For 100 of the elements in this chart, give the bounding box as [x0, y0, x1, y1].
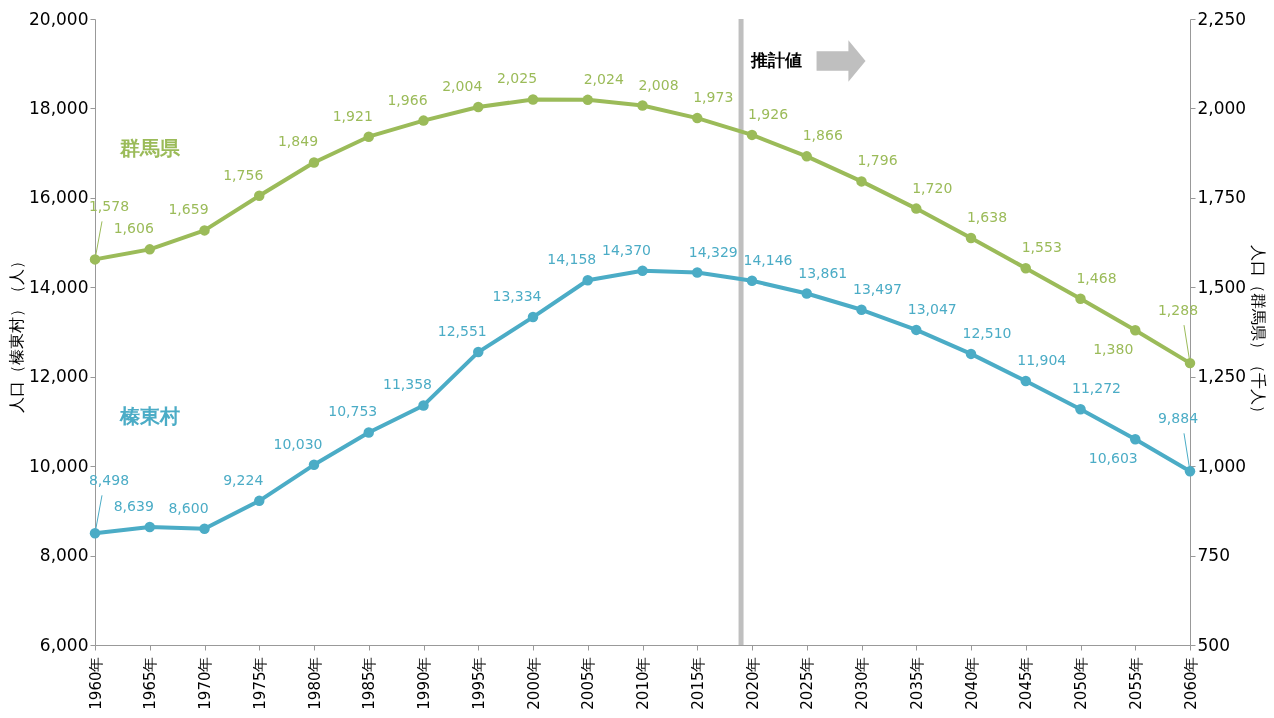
x-tick-label: 2030年	[853, 656, 871, 710]
point	[746, 129, 758, 141]
data-label: 13,497	[853, 280, 902, 297]
point	[911, 324, 922, 336]
x-tick-label: 2060年	[1181, 656, 1200, 710]
point	[1075, 404, 1086, 415]
data-label: 2,008	[638, 76, 679, 93]
data-label: 1,380	[1093, 341, 1134, 358]
point	[527, 311, 539, 323]
data-label: 1,553	[1021, 239, 1062, 256]
point	[965, 348, 977, 360]
y2-tick-label: 1,750	[1197, 187, 1247, 208]
y2-tick-label: 1,000	[1197, 455, 1247, 476]
data-label: 13,861	[798, 264, 848, 281]
x-tick-label: 1980年	[305, 656, 324, 710]
x-tick-label: 2005年	[579, 656, 598, 710]
point	[89, 254, 101, 265]
y2-axis-title: 人口（群馬県）（千人）	[1249, 244, 1269, 421]
x-tick-label: 2050年	[1072, 656, 1090, 710]
data-label: 8,600	[168, 499, 209, 516]
x-tick-label: 2035年	[907, 656, 926, 710]
x-tick-label: 2015年	[688, 656, 707, 710]
x-tick-label: 1985年	[360, 656, 379, 710]
point	[692, 112, 703, 124]
point	[1130, 324, 1141, 336]
point	[692, 267, 703, 278]
x-tick-label: 2020年	[743, 656, 762, 710]
y2-tick-label: 750	[1197, 545, 1230, 566]
data-label: 12,510	[962, 324, 1012, 341]
point	[911, 203, 922, 214]
point	[363, 427, 374, 438]
y2-tick-label: 2,000	[1197, 97, 1247, 118]
data-label: 1,659	[168, 201, 209, 218]
data-label: 11,904	[1017, 352, 1067, 369]
y2-tick-label: 1,250	[1197, 366, 1247, 387]
x-tick-label: 1995年	[469, 656, 488, 710]
point	[1020, 263, 1031, 274]
point	[473, 346, 484, 358]
data-label: 2,004	[442, 78, 483, 94]
data-label: 8,639	[113, 498, 154, 514]
y-tick-label: 18,000	[29, 97, 89, 118]
data-label: 1,973	[693, 89, 734, 106]
data-label: 14,158	[547, 251, 597, 268]
x-tick-label: 1970年	[196, 656, 214, 710]
x-tick-label: 1975年	[250, 656, 269, 710]
data-label: 14,329	[688, 243, 738, 260]
point	[856, 176, 867, 187]
point	[308, 157, 320, 168]
y-tick-label: 12,000	[29, 366, 89, 387]
ref-line-label: 推計値	[750, 50, 803, 70]
point	[801, 288, 812, 299]
point	[199, 523, 210, 534]
data-label: 1,606	[113, 220, 154, 237]
y-tick-label: 8,000	[39, 545, 89, 566]
data-label: 12,551	[437, 323, 487, 340]
point	[308, 459, 320, 471]
data-label: 10,603	[1088, 450, 1138, 467]
data-label: 2,025	[496, 70, 538, 87]
data-label: 2,024	[583, 70, 624, 87]
y-axis-title: 人口（榛東村）（人）	[7, 252, 27, 413]
data-label: 1,921	[332, 107, 373, 124]
point	[418, 400, 429, 411]
x-tick-label: 1960年	[86, 656, 105, 710]
point	[363, 131, 374, 142]
point	[746, 275, 758, 286]
point	[144, 244, 155, 255]
x-tick-label: 2055年	[1126, 656, 1145, 710]
point	[637, 100, 648, 111]
x-tick-label: 2010年	[634, 656, 652, 710]
point	[1130, 433, 1141, 445]
y2-tick-label: 500	[1197, 634, 1230, 655]
y-tick-label: 10,000	[29, 455, 89, 476]
y2-tick-label: 1,500	[1197, 276, 1247, 297]
data-label: 1,926	[747, 105, 789, 122]
point	[1020, 375, 1031, 387]
point	[965, 232, 977, 244]
data-label: 11,272	[1072, 380, 1121, 397]
data-label: 1,796	[857, 152, 898, 169]
y-tick-label: 6,000	[39, 634, 89, 655]
data-label: 14,370	[602, 241, 651, 258]
point	[1075, 293, 1086, 304]
point	[801, 151, 812, 162]
data-label: 9,224	[223, 471, 264, 488]
x-tick-label: 2045年	[1017, 656, 1036, 710]
point	[473, 101, 484, 113]
data-label: 1,720	[912, 179, 953, 196]
point	[1184, 357, 1196, 369]
point	[254, 495, 265, 507]
y-tick-label: 20,000	[29, 8, 89, 29]
point	[418, 115, 429, 126]
data-label: 1,849	[277, 133, 319, 150]
data-label: 1,756	[223, 166, 264, 183]
y2-tick-label: 2,250	[1197, 8, 1247, 29]
point	[582, 94, 593, 106]
point	[637, 265, 648, 276]
text: 群馬県	[118, 136, 181, 161]
y-tick-label: 14,000	[29, 276, 89, 297]
x-tick-label: 1990年	[415, 656, 433, 710]
data-label: 10,753	[328, 403, 378, 420]
point	[582, 274, 593, 286]
